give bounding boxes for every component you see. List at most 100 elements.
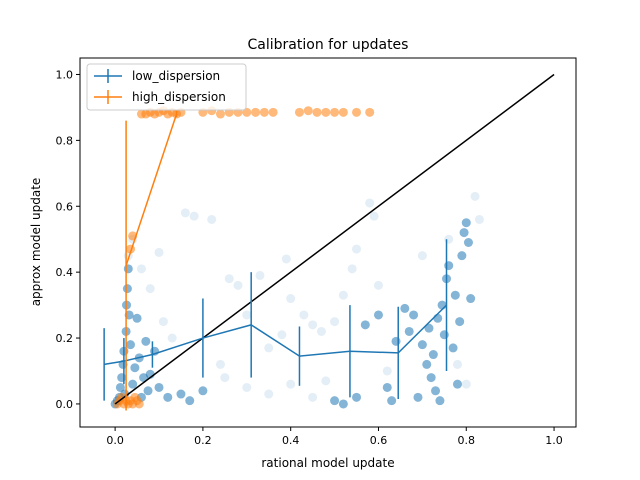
y-axis: 0.0 0.2 0.4 0.6 0.8 1.0 [56, 68, 80, 411]
scatter-point-low [448, 343, 458, 353]
series-line-high [125, 113, 178, 266]
scatter-point-high [321, 107, 331, 117]
scatter-point-low [452, 379, 462, 389]
scatter-point-low [409, 310, 419, 320]
scatter-point-faint [417, 251, 427, 261]
scatter-point-faint [474, 214, 484, 224]
x-axis: 0.0 0.2 0.4 0.6 0.8 1.0 [106, 427, 563, 447]
scatter-point-faint [347, 264, 357, 274]
scatter-point-faint [189, 211, 199, 221]
scatter-point-low [185, 396, 195, 406]
scatter-point-low [466, 294, 476, 304]
scatter-point-faint [242, 310, 252, 320]
identity-line [114, 73, 555, 405]
scatter-point-faint [365, 198, 375, 208]
scatter-point-low [117, 373, 127, 383]
x-axis-label: rational model update [261, 456, 394, 470]
scatter-point-low [428, 350, 438, 360]
scatter-point-faint [308, 392, 318, 402]
y-axis-label: approx model update [29, 178, 43, 307]
scatter-point-low [391, 336, 401, 346]
scatter-point-high [338, 107, 348, 117]
scatter-point-low [338, 399, 348, 409]
scatter-point-faint [373, 280, 383, 290]
scatter-point-high [215, 109, 225, 119]
y-tick-label: 0.8 [56, 134, 74, 147]
scatter-point-low [461, 218, 471, 228]
x-tick-label: 1.0 [545, 434, 563, 447]
scatter-point-low [143, 386, 153, 396]
scatter-point-faint [215, 359, 225, 369]
plot-area [103, 73, 555, 411]
scatter-point-low [400, 303, 410, 313]
scatter-point-faint [224, 274, 234, 284]
scatter-point-faint [136, 264, 146, 274]
x-tick-label: 0.8 [458, 434, 476, 447]
y-tick-label: 0.0 [56, 398, 74, 411]
scatter-point-low [422, 359, 432, 369]
scatter-point-low [424, 323, 434, 333]
scatter-point-high [134, 399, 144, 409]
scatter-point-low [360, 320, 370, 330]
scatter-point-faint [286, 379, 296, 389]
scatter-point-faint [321, 376, 331, 386]
scatter-point-low [450, 290, 460, 300]
scatter-point-low [463, 238, 473, 247]
scatter-point-low [125, 340, 135, 350]
scatter-point-faint [338, 290, 348, 300]
scatter-point-low [128, 379, 138, 389]
y-tick-label: 1.0 [56, 68, 74, 81]
x-tick-label: 0.0 [106, 434, 124, 447]
scatter-point-low [459, 228, 469, 238]
scatter-point-high [303, 106, 313, 116]
scatter-point-faint [308, 320, 318, 330]
scatter-point-faint [452, 359, 462, 369]
scatter-point-faint [281, 254, 291, 264]
scatter-point-high [259, 107, 269, 117]
scatter-point-low [433, 313, 443, 323]
scatter-point-low [330, 396, 340, 406]
scatter-point-faint [352, 244, 362, 254]
scatter-point-low [439, 330, 449, 340]
scatter-point-low [437, 300, 447, 310]
legend-box [86, 63, 247, 111]
scatter-point-faint [470, 191, 480, 201]
scatter-point-high [251, 107, 261, 117]
binned-lines-layer [103, 73, 555, 411]
legend: low_dispersion high_dispersion [86, 63, 247, 111]
scatter-point-low [404, 326, 414, 336]
scatter-point-low [115, 382, 125, 392]
legend-label-high: high_dispersion [132, 90, 226, 104]
scatter-point-low [382, 382, 392, 392]
scatter-point-low [426, 373, 436, 383]
scatter-point-low [457, 251, 467, 261]
plot-frame [79, 57, 577, 428]
y-tick-label: 0.2 [56, 332, 74, 345]
scatter-point-low [124, 310, 134, 320]
scatter-point-low [176, 389, 186, 399]
y-tick-label: 0.4 [56, 266, 74, 279]
scatter-point-low [435, 396, 445, 406]
scatter-point-low [352, 392, 362, 402]
scatter-point-faint [264, 389, 274, 399]
x-tick-label: 0.2 [194, 434, 212, 447]
scatter-point-faint [242, 382, 252, 392]
scatter-point-faint [369, 211, 379, 221]
scatter-point-low [198, 386, 208, 396]
scatter-point-low [417, 340, 427, 350]
scatter-point-low [431, 386, 441, 396]
scatter-point-high [312, 107, 322, 117]
scatter-point-faint [145, 284, 155, 294]
scatter-point-faint [330, 317, 340, 327]
scatter-point-faint [264, 343, 274, 353]
y-tick-label: 0.6 [56, 200, 74, 213]
scatter-point-faint [316, 326, 326, 336]
scatter-point-low [154, 382, 164, 392]
scatter-point-faint [382, 366, 392, 376]
scatter-point-faint [158, 317, 168, 327]
scatter-point-low [163, 392, 173, 402]
scatter-point-faint [444, 234, 454, 244]
scatter-point-faint [233, 280, 243, 290]
scatter-point-low [132, 313, 142, 323]
